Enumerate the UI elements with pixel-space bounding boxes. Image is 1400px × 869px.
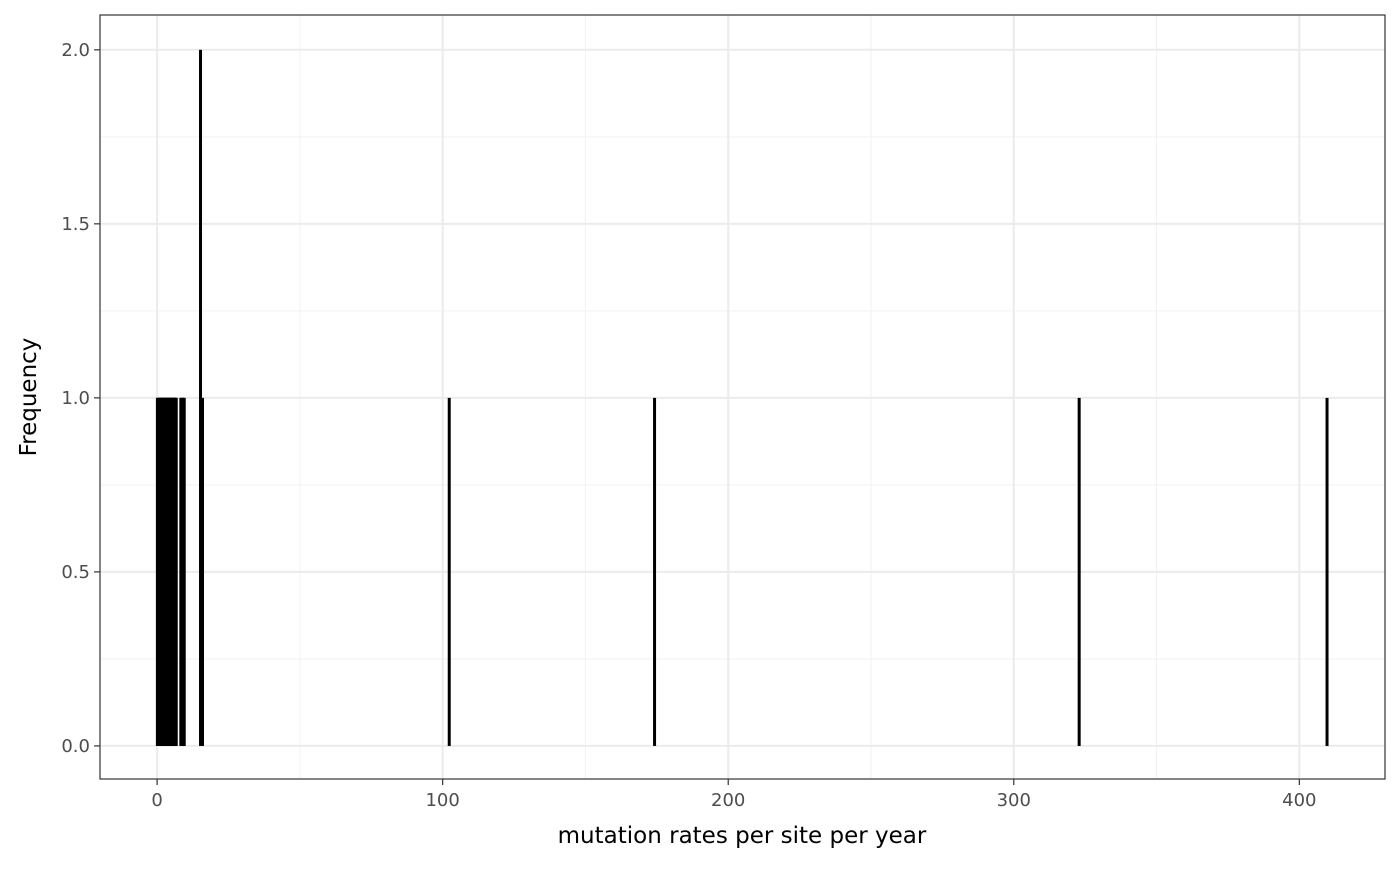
x-tick-label: 0 xyxy=(151,790,162,811)
x-axis-ticks: 0 100 200 300 400 xyxy=(151,779,1317,811)
y-tick-label: 2.0 xyxy=(61,40,90,61)
bars xyxy=(155,49,1329,746)
panel-border xyxy=(99,14,1386,780)
histogram-bar xyxy=(199,49,203,746)
histogram-bar xyxy=(201,397,205,746)
y-tick-label: 1.5 xyxy=(61,214,90,235)
y-axis-title: Frequency xyxy=(16,338,42,457)
histogram-bar xyxy=(1077,397,1081,746)
y-tick-label: 0.5 xyxy=(61,562,90,583)
x-tick-label: 100 xyxy=(425,790,459,811)
x-axis-title: mutation rates per site per year xyxy=(558,823,927,849)
major-gridlines xyxy=(100,15,1385,779)
panel-frame xyxy=(99,14,1386,780)
histogram-bar xyxy=(653,397,657,746)
histogram-bar xyxy=(447,397,451,746)
y-tick-label: 0.0 xyxy=(61,736,90,757)
histogram-bar xyxy=(174,397,178,746)
x-tick-label: 200 xyxy=(711,790,745,811)
x-tick-label: 400 xyxy=(1282,790,1316,811)
histogram-bar xyxy=(182,397,186,746)
y-axis-ticks: 0.0 0.5 1.0 1.5 2.0 xyxy=(61,40,100,757)
x-tick-label: 300 xyxy=(997,790,1031,811)
histogram-bar xyxy=(1325,397,1329,746)
y-tick-label: 1.0 xyxy=(61,388,90,409)
